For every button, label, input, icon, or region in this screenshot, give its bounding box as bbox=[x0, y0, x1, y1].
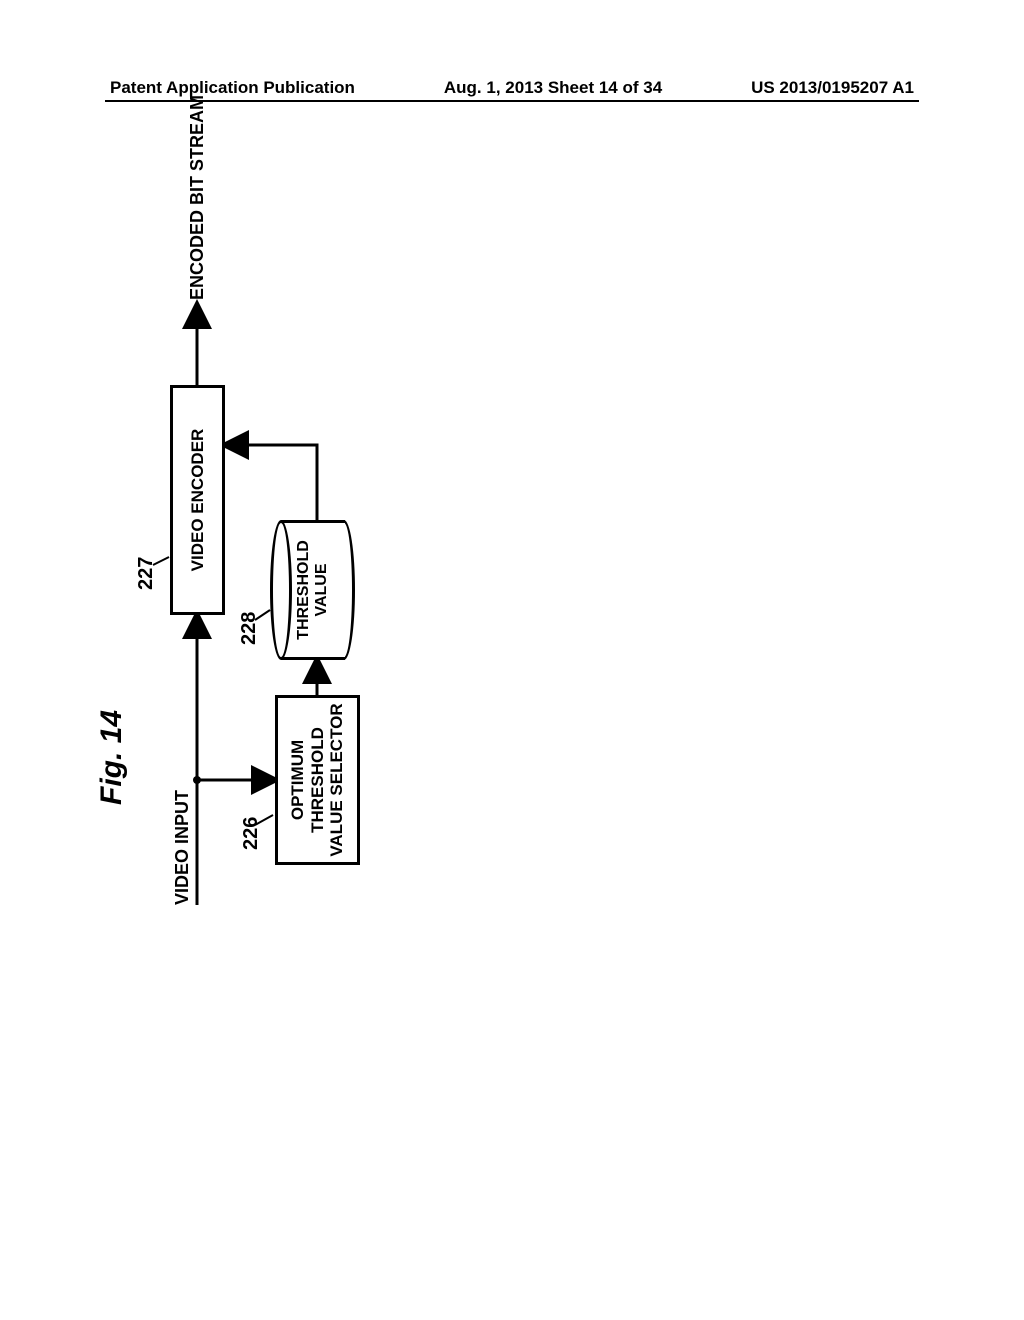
page-header: Patent Application Publication Aug. 1, 2… bbox=[0, 78, 1024, 98]
figure-14: Fig. 14 VIDEO INPUT ENCODED BIT STREAM V… bbox=[155, 405, 875, 865]
header-center: Aug. 1, 2013 Sheet 14 of 34 bbox=[444, 78, 662, 98]
ref-226: 226 bbox=[240, 817, 263, 850]
header-rule bbox=[105, 100, 919, 102]
header-right: US 2013/0195207 A1 bbox=[751, 78, 914, 98]
threshold-cylinder-top bbox=[270, 520, 292, 660]
encoded-bitstream-label: ENCODED BIT STREAM bbox=[188, 95, 208, 300]
header-left: Patent Application Publication bbox=[110, 78, 355, 98]
video-encoder-node: VIDEO ENCODER bbox=[170, 385, 225, 615]
video-input-label: VIDEO INPUT bbox=[173, 790, 193, 905]
ref-227: 227 bbox=[135, 557, 158, 590]
optimum-threshold-selector-node: OPTIMUM THRESHOLD VALUE SELECTOR bbox=[275, 695, 360, 865]
ref-228: 228 bbox=[238, 612, 261, 645]
figure-title: Fig. 14 bbox=[95, 710, 129, 805]
